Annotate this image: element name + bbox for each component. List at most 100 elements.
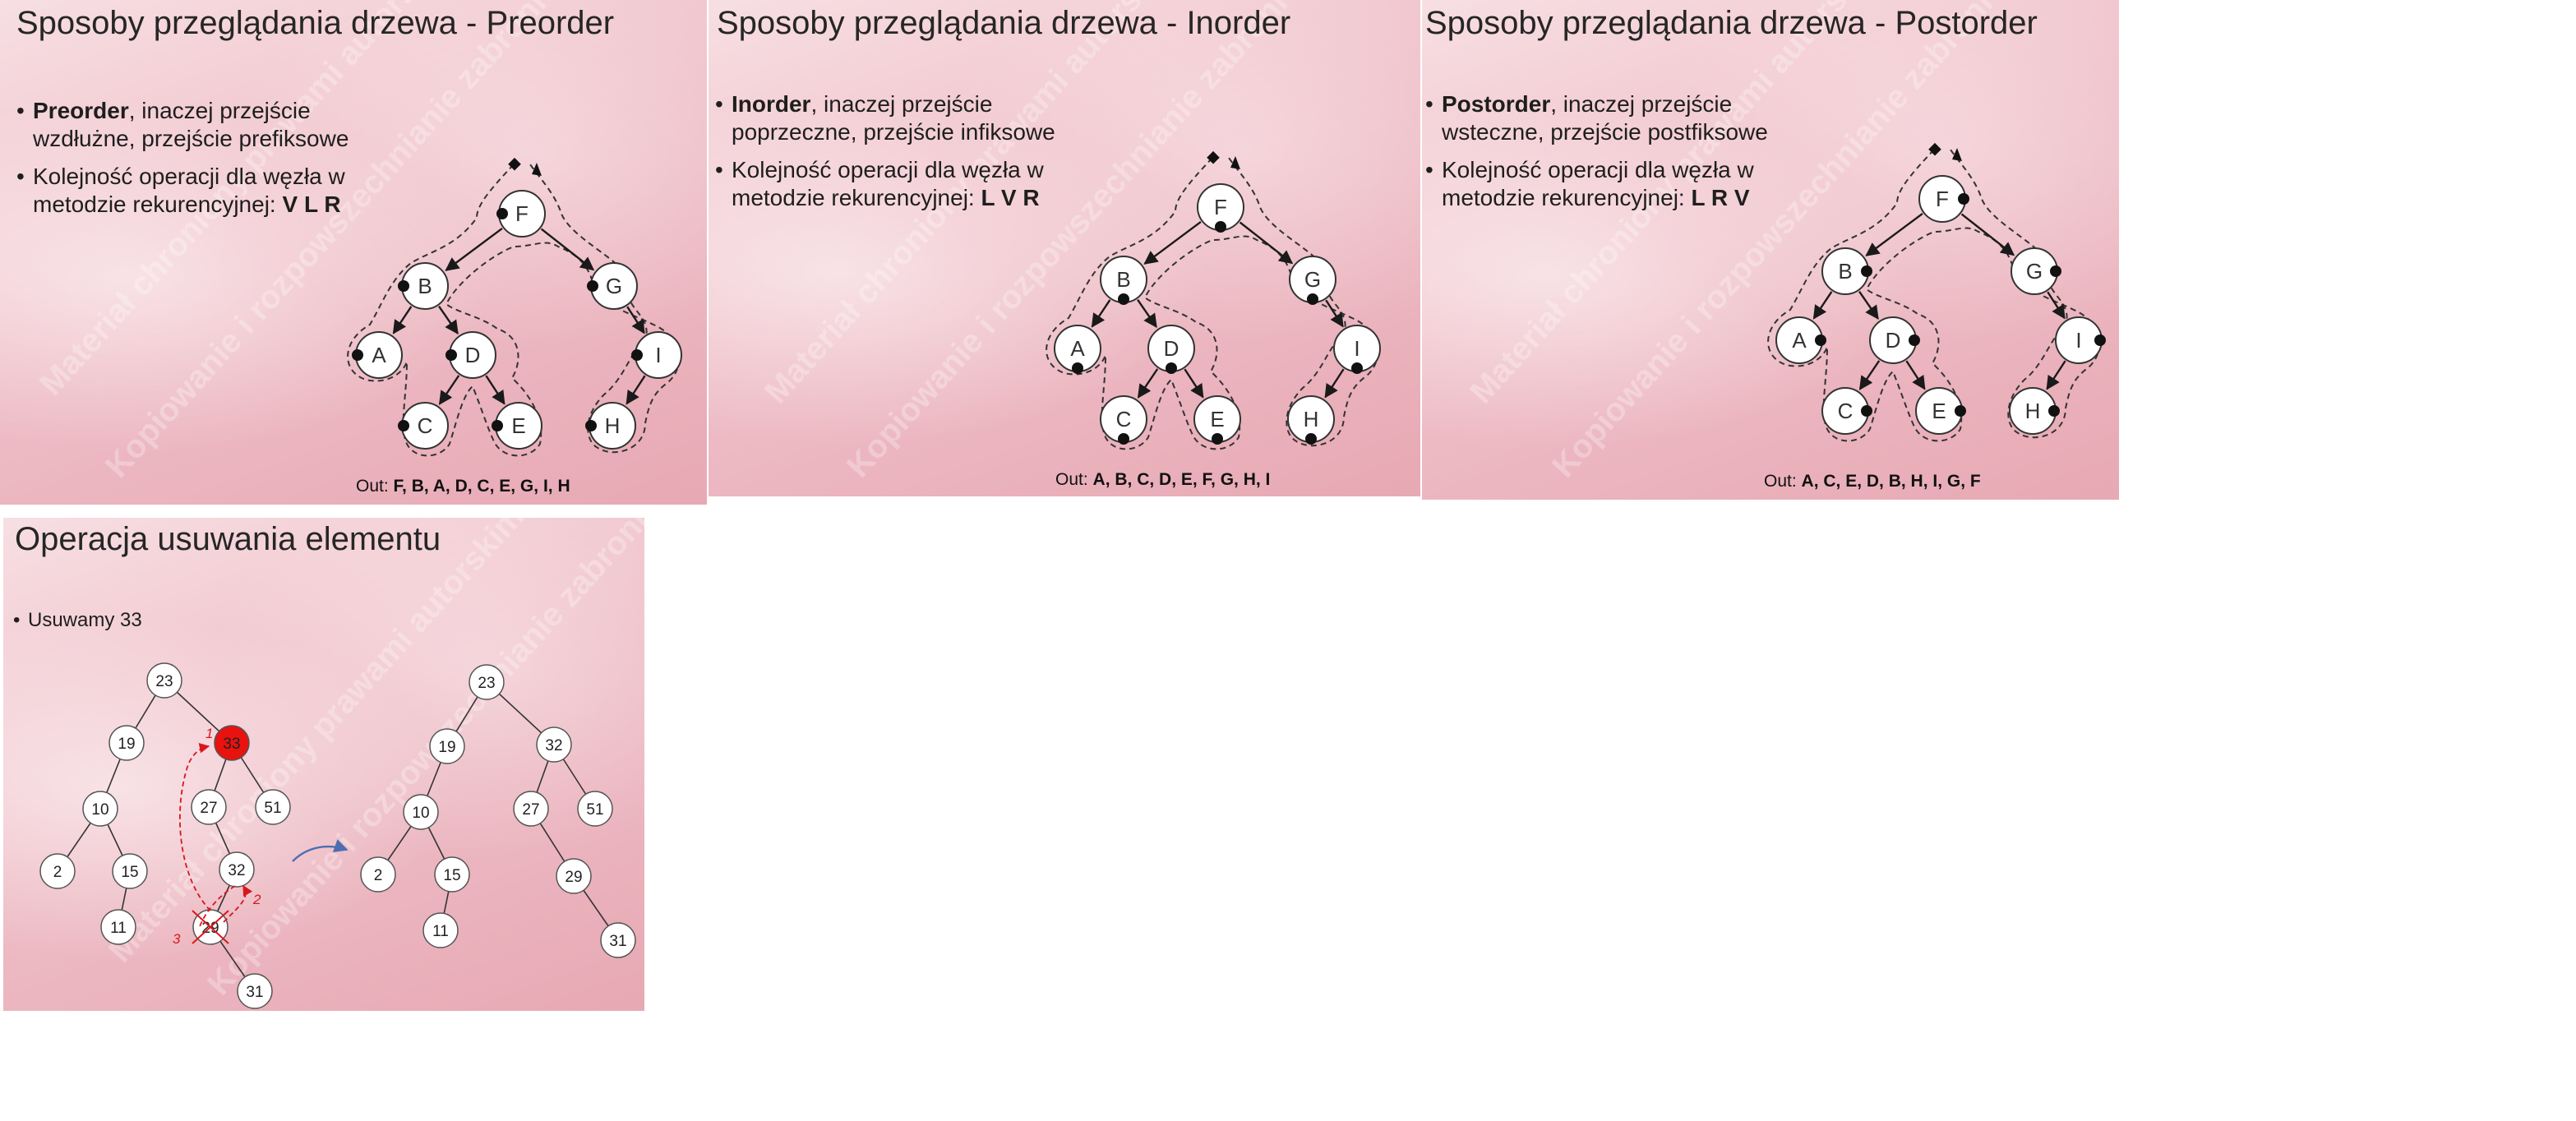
bullet-text: , inaczej przejście [810, 91, 993, 117]
bst-node-label: 27 [200, 800, 217, 817]
visit-dot [1307, 293, 1318, 305]
bst-node-label: 51 [586, 801, 603, 819]
bold-term: Inorder [732, 91, 811, 117]
bullet-list: Preorder, inaczej przejście wzdłużne, prz… [16, 97, 349, 228]
step-label: 3 [173, 931, 181, 947]
bst-node-label: 10 [91, 801, 108, 819]
bullet-text: Kolejność operacji dla węzła w [1442, 157, 1754, 182]
traversal-tree-diagram: F B G A D I C E H [347, 157, 682, 457]
bst-node [513, 791, 549, 827]
bullet-item: Preorder, inaczej przejście wzdłużne, prz… [16, 97, 349, 153]
bst-node [112, 853, 148, 889]
tree-group: F B G A D I C E H [347, 157, 682, 457]
tree-edge [1960, 213, 2015, 256]
tree-edge [1905, 360, 1926, 390]
traversal-tree-diagram: F B G A D I C E H [1046, 150, 1381, 450]
tree-edge [1325, 299, 1344, 328]
bullet-text: poprzeczne, przejście infiksowe [732, 119, 1055, 145]
output-value: A, C, E, D, B, H, I, G, F [1801, 472, 1981, 491]
bst-node [600, 922, 636, 958]
order-code: L R V [1691, 185, 1750, 210]
bullet-text: Usuwamy 33 [28, 609, 142, 631]
tree-node-label: A [372, 343, 386, 367]
tree-group: F B G A D I C E H [1767, 142, 2106, 442]
bst-node [39, 853, 76, 889]
transition-arrow [292, 839, 349, 862]
bst-node-label: 27 [522, 801, 539, 819]
bst-node-label: 31 [246, 984, 263, 1001]
visit-dot [1305, 433, 1317, 445]
tree-edge [1137, 368, 1159, 399]
tree-node-label: E [511, 413, 525, 438]
slide-inorder: Materiał chroniony prawami autorskimi Ko… [709, 0, 1420, 496]
bst-node-label: 10 [412, 805, 429, 822]
visit-dot [587, 280, 598, 292]
bullet-text: metodzie rekurencyjnej: [732, 185, 981, 210]
tree-node-label: H [1304, 407, 1319, 431]
bst-node-label: 31 [609, 933, 626, 950]
tree-edge [1858, 360, 1881, 390]
tree-edge [438, 306, 459, 335]
output-sequence: Out: F, B, A, D, C, E, G, I, H [356, 477, 570, 496]
bullet-text: Kolejność operacji dla węzła w [33, 164, 345, 189]
tree-node-label: C [418, 413, 433, 438]
tree-edge [1143, 220, 1202, 265]
slide-postorder: Materiał chroniony prawami autorskimi Ko… [1422, 0, 2119, 500]
traversal-tree-diagram: F B G A D I C E H [1767, 142, 2106, 442]
visit-dot [1072, 362, 1083, 374]
order-code: V L R [282, 191, 341, 217]
step-label: 1 [205, 726, 213, 741]
output-label: Out: [1055, 470, 1093, 489]
bst-node-label: 23 [478, 675, 495, 692]
bst-node-label: 15 [443, 867, 460, 884]
bst-node [469, 664, 505, 700]
visit-dot [2094, 334, 2106, 346]
bst-node-label: 11 [432, 923, 449, 940]
tree-node-label: B [418, 274, 432, 298]
visit-dot [352, 349, 363, 361]
tree-edge [2046, 360, 2066, 390]
tree-edge [1091, 299, 1111, 328]
step-label: 2 [252, 892, 261, 907]
slide-title: Sposoby przeglądania drzewa - Postorder [1425, 5, 2038, 41]
tree-node-label: B [1116, 267, 1130, 292]
bst-node [429, 728, 465, 764]
output-sequence: Out: A, B, C, D, E, F, G, H, I [1055, 470, 1270, 490]
visit-dot [398, 280, 409, 292]
visit-dot [496, 208, 508, 219]
visit-dot [1861, 265, 1872, 277]
bullet-text: wsteczne, przejście postfiksowe [1442, 119, 1768, 145]
bullet-text: wzdłużne, przejście prefiksowe [33, 126, 349, 151]
start-marker [1207, 150, 1220, 164]
tree-node-label: G [1304, 267, 1321, 292]
bst-node-label: 19 [118, 736, 135, 753]
tree-node-label: G [2026, 259, 2043, 284]
tree-edge [1865, 212, 1923, 256]
bst-node [536, 727, 572, 763]
tree-node-label: C [1116, 407, 1132, 431]
tree-node-label: C [1838, 399, 1854, 423]
bst-node-label: 2 [53, 864, 62, 881]
slide-title: Sposoby przeglądania drzewa - Inorder [717, 5, 1291, 41]
bst-node [82, 791, 118, 827]
traversal-contour [1767, 149, 2101, 442]
tree-node-label: D [1164, 336, 1180, 361]
tree-node-label: A [1792, 328, 1807, 353]
visit-dot [1212, 433, 1223, 445]
bst-node [360, 856, 396, 893]
visit-dot [398, 420, 409, 431]
tree-node-label: F [515, 201, 529, 226]
tree-group: F B G A D I C E H [1046, 150, 1381, 450]
bullet-text: metodzie rekurencyjnej: [33, 191, 283, 217]
tree-node-label: A [1070, 336, 1085, 361]
output-sequence: Out: A, C, E, D, B, H, I, G, F [1764, 472, 1981, 491]
visit-dot [1909, 334, 1920, 346]
bst-node-label: 19 [438, 739, 455, 756]
bst-node [108, 725, 145, 761]
tree-edge [626, 306, 645, 334]
visit-dot [585, 420, 597, 431]
